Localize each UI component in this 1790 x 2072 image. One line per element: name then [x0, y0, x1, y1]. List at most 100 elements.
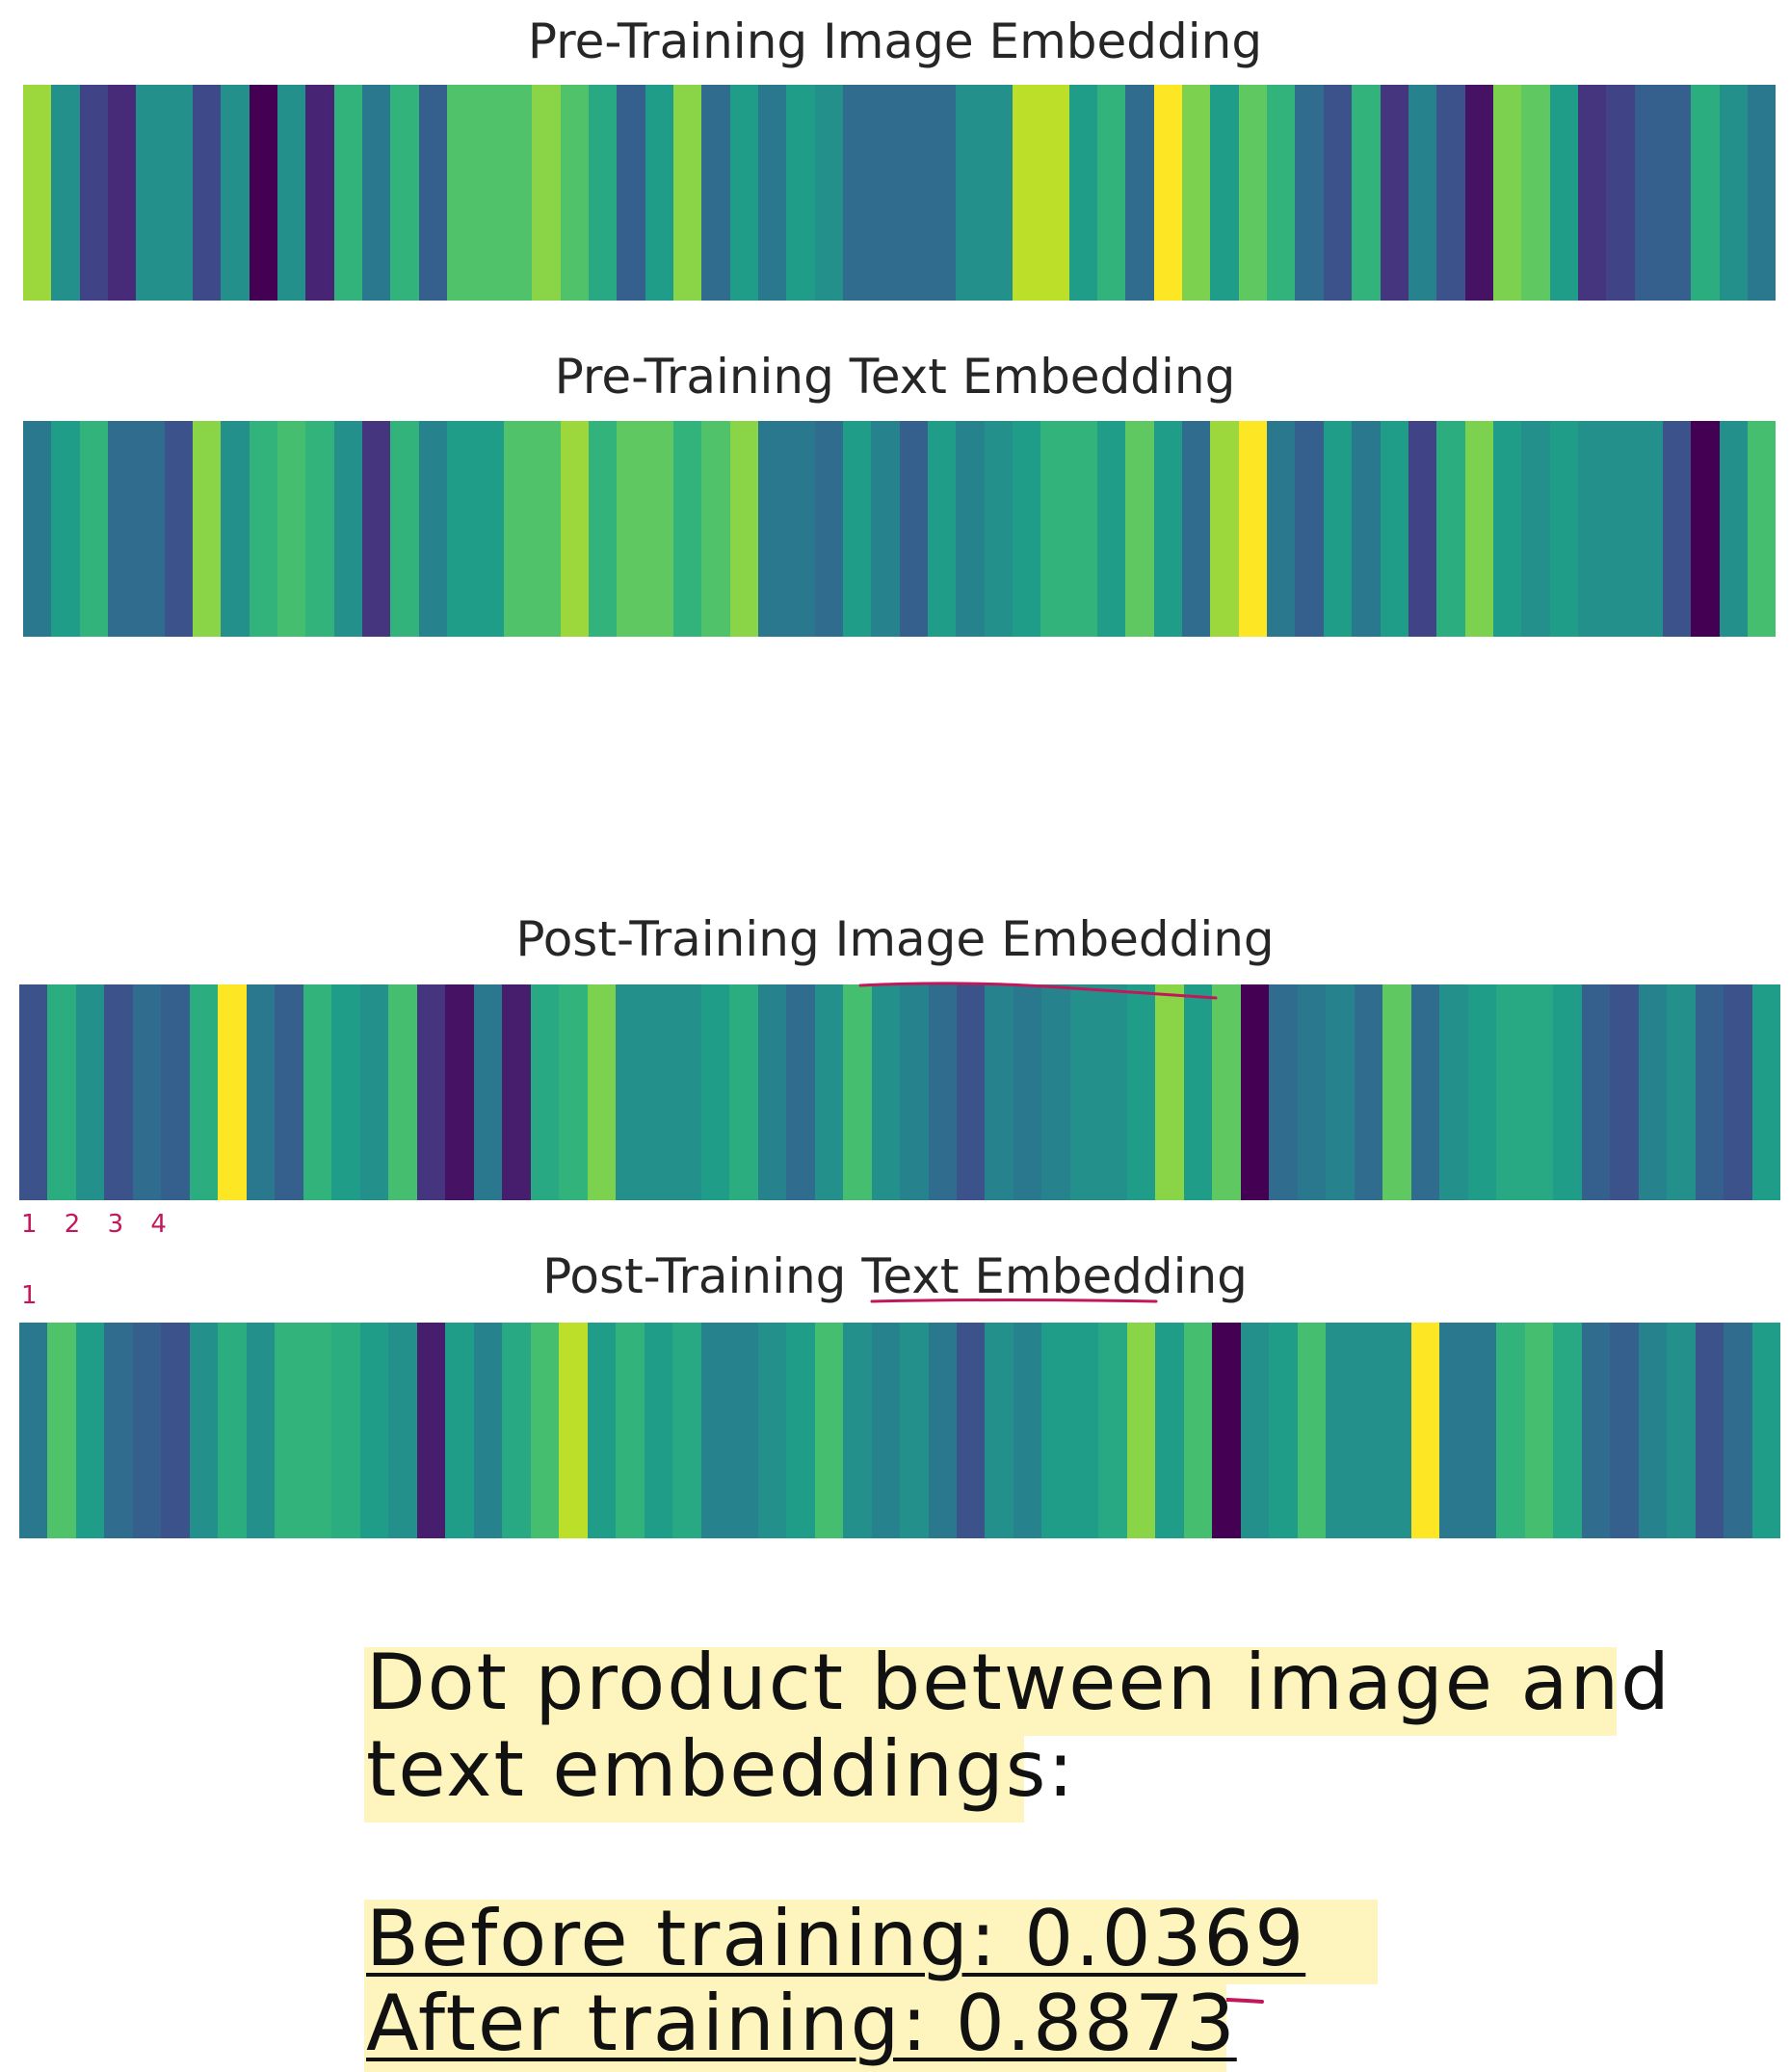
embedding-cell — [218, 984, 247, 1200]
embedding-cell — [843, 1323, 872, 1538]
index-ticks-label: 1 2 3 4 — [21, 1210, 176, 1239]
embedding-cell — [502, 1323, 531, 1538]
embedding-cell — [1691, 421, 1720, 637]
embedding-cell — [1691, 85, 1720, 301]
embedding-cell — [1496, 984, 1525, 1200]
embedding-cell — [473, 1323, 503, 1538]
embedding-cell — [843, 984, 872, 1200]
embedding-cell — [701, 421, 730, 637]
embedding-cell — [1210, 85, 1239, 301]
embedding-cell — [871, 421, 900, 637]
embedding-cell — [1747, 85, 1777, 301]
post-text-title: Post-Training Text Embedding — [542, 1248, 1248, 1304]
embedding-cell — [1410, 984, 1440, 1200]
embedding-cell — [1212, 1323, 1241, 1538]
embedding-cell — [1492, 421, 1522, 637]
embedding-cell — [362, 421, 391, 637]
embedding-cell — [161, 1323, 190, 1538]
embedding-cell — [132, 984, 162, 1200]
embedding-cell — [1724, 1323, 1752, 1538]
embedding-cell — [1638, 1323, 1668, 1538]
embedding-cell — [1069, 984, 1099, 1200]
embedding-cell — [1097, 421, 1126, 637]
embedding-cell — [1439, 1323, 1468, 1538]
embedding-cell — [729, 421, 758, 637]
embedding-cell — [1323, 85, 1353, 301]
embedding-cell — [1182, 421, 1211, 637]
embedding-cell — [560, 421, 589, 637]
embedding-cell — [1041, 984, 1070, 1200]
embedding-cell — [418, 421, 448, 637]
embedding-cell — [1662, 421, 1692, 637]
embedding-cell — [1295, 421, 1324, 637]
embedding-cell — [303, 984, 332, 1200]
pre-text-title: Pre-Training Text Embedding — [554, 349, 1236, 405]
embedding-cell — [1724, 984, 1752, 1200]
embedding-cell — [47, 984, 76, 1200]
embedding-cell — [984, 421, 1013, 637]
embedding-cell — [956, 1323, 986, 1538]
embedding-cell — [1098, 1323, 1127, 1538]
embedding-cell — [104, 984, 133, 1200]
embedding-cell — [1212, 984, 1241, 1200]
embedding-cell — [1549, 421, 1578, 637]
embedding-cell — [871, 1323, 901, 1538]
embedding-cell — [333, 85, 363, 301]
embedding-cell — [985, 1323, 1013, 1538]
embedding-cell — [475, 85, 504, 301]
embedding-cell — [729, 984, 758, 1200]
embedding-cell — [1667, 1323, 1696, 1538]
embedding-cell — [19, 1323, 48, 1538]
embedding-cell — [1098, 984, 1127, 1200]
embedding-cell — [532, 421, 561, 637]
embedding-cell — [956, 984, 986, 1200]
embedding-cell — [51, 85, 80, 301]
embedding-cell — [1326, 984, 1355, 1200]
embedding-cell — [1352, 85, 1381, 301]
embedding-cell — [249, 85, 278, 301]
embedding-cell — [75, 1323, 105, 1538]
embedding-cell — [1326, 1323, 1355, 1538]
embedding-cell — [899, 85, 928, 301]
embedding-cell — [871, 85, 900, 301]
embedding-cell — [1577, 421, 1607, 637]
embedding-cell — [1269, 1323, 1298, 1538]
embedding-cell — [1467, 1323, 1497, 1538]
embedding-cell — [814, 85, 843, 301]
embedding-cell — [644, 1323, 673, 1538]
embedding-cell — [1297, 1323, 1327, 1538]
embedding-cell — [814, 984, 844, 1200]
embedding-cell — [1238, 85, 1268, 301]
embedding-cell — [79, 421, 109, 637]
embedding-cell — [701, 85, 730, 301]
embedding-cell — [275, 984, 303, 1200]
embedding-cell — [1013, 85, 1041, 301]
embedding-cell — [331, 1323, 360, 1538]
embedding-cell — [193, 421, 222, 637]
embedding-cell — [900, 984, 929, 1200]
embedding-cell — [1751, 984, 1781, 1200]
embedding-cell — [1013, 421, 1041, 637]
embedding-cell — [164, 85, 194, 301]
embedding-cell — [985, 984, 1013, 1200]
embedding-cell — [1126, 1323, 1156, 1538]
embedding-cell — [1524, 984, 1554, 1200]
embedding-cell — [1382, 984, 1411, 1200]
embedding-cell — [956, 85, 985, 301]
embedding-cell — [1408, 85, 1437, 301]
embedding-cell — [1354, 1323, 1383, 1538]
embedding-cell — [1155, 1323, 1184, 1538]
embedding-cell — [1240, 984, 1270, 1200]
embedding-cell — [331, 984, 360, 1200]
embedding-cell — [532, 85, 561, 301]
embedding-cell — [1638, 984, 1668, 1200]
embedding-cell — [1521, 85, 1550, 301]
embedding-cell — [786, 85, 815, 301]
embedding-cell — [164, 421, 194, 637]
embedding-cell — [1040, 85, 1069, 301]
embedding-cell — [1013, 984, 1042, 1200]
embedding-cell — [928, 984, 957, 1200]
embedding-cell — [984, 85, 1013, 301]
result-highlight-2 — [364, 1984, 1226, 2072]
embedding-cell — [108, 421, 137, 637]
